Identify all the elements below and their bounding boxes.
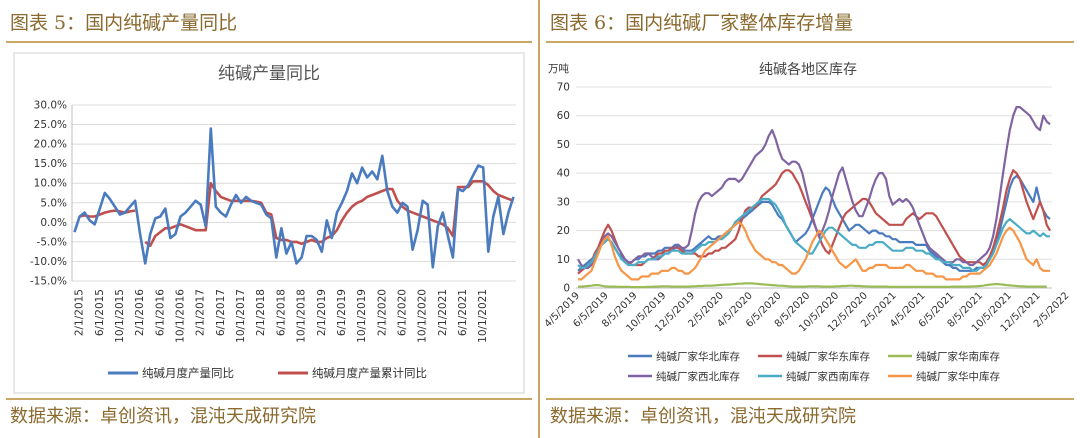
y-axis-unit: 万吨 [548,62,569,75]
series-line [73,127,515,269]
chart-title: 纯碱产量同比 [218,64,320,84]
y-tick-label: 20 [557,225,570,237]
left-source-note: 数据来源：卓创资讯，混沌天成研究院 [10,406,316,427]
legend-label: 纯碱厂家华北库存 [656,350,740,363]
x-tick-label: 10/1/2021 [477,289,489,343]
x-tick-label: 6/1/2017 [215,289,227,336]
x-tick-label: 6/1/2019 [336,289,348,336]
x-tick-label: 10/1/2018 [296,289,308,343]
y-tick-label: 5.0% [40,197,67,209]
production-yoy-chart: 纯碱产量同比 30.0% 25.0% 20.0% 15.0% 10.0% 5.0% 0.0% -… [13,52,525,394]
x-tick-label: 2/1/2017 [195,289,207,336]
y-tick-label: 30 [557,196,570,208]
right-figure-panel: 图表 6：国内纯碱厂家整体库存增量 纯碱各地区库存 万吨 0 10 20 30 40 50 60… [540,0,1080,438]
left-figure-caption: 图表 5：国内纯碱产量同比 [10,12,238,34]
y-tick-label: 40 [557,168,570,180]
x-tick-label: 6/1/2015 [94,289,106,336]
x-tick-label: 2/1/2020 [376,289,388,336]
legend-label: 纯碱厂家华中库存 [916,370,1000,383]
series-line [577,106,1051,269]
left-figure-panel: 图表 5：国内纯碱产量同比 纯碱产量同比 30.0% 25.0% 20.0% 15.0%… [0,0,538,438]
legend-label: 纯碱月度产量累计同比 [312,366,427,380]
y-tick-label: 50 [557,139,570,151]
y-tick-label: 60 [557,110,570,122]
x-tick-label: 10/1/2019 [356,289,368,343]
x-tick-label: 2/1/2015 [74,289,86,336]
x-tick-label: 6/1/2016 [154,289,166,336]
legend-label: 纯碱厂家华南库存 [916,350,1000,363]
y-tick-label: 10 [557,254,570,266]
left-source-rule [6,398,532,400]
series-line [577,197,1050,272]
y-tick-label: -10.0% [30,256,67,268]
left-caption-rule [6,41,532,43]
y-tick-label: 70 [557,82,570,94]
series-line [578,220,1050,281]
y-tick-label: 30.0% [34,100,67,112]
chart-area-frame [13,52,525,394]
series-line [578,282,1047,289]
y-tick-label: 0.0% [40,217,67,229]
legend-label: 纯碱厂家西南库存 [786,370,870,383]
legend-label: 纯碱厂家西北库存 [656,370,740,383]
legend-label: 纯碱月度产量同比 [142,366,234,380]
x-tick-label: 10/1/2020 [417,289,429,343]
y-tick-label: 10.0% [34,178,67,190]
x-tick-label: 6/1/2018 [275,289,287,336]
x-tick-label: 10/1/2017 [235,289,247,343]
chart-title: 纯碱各地区库存 [759,62,857,78]
x-tick-label: 10/1/2016 [174,289,186,343]
x-tick-label: 10/1/2015 [114,289,126,343]
right-caption-rule [546,41,1074,43]
x-tick-label: 2/1/2016 [134,289,146,336]
y-tick-label: -5.0% [37,236,67,248]
regional-inventory-chart: 纯碱各地区库存万吨0102030405060704/5/20196/5/2019… [543,62,1072,383]
x-tick-label: 2/1/2019 [316,289,328,336]
y-tick-label: 15.0% [34,158,67,170]
right-source-note: 数据来源：卓创资讯，混沌天成研究院 [550,406,856,427]
right-figure-caption: 图表 6：国内纯碱厂家整体库存增量 [550,12,854,34]
x-tick-label: 2/1/2018 [255,289,267,336]
x-tick-label: 6/1/2021 [457,289,469,336]
x-tick-label: 2/1/2021 [437,289,449,336]
y-tick-label: 25.0% [34,119,67,131]
x-tick-label: 6/1/2020 [396,289,408,336]
y-tick-label: 0 [563,283,570,295]
right-source-rule [546,398,1074,400]
y-tick-label: -15.0% [30,276,67,288]
y-tick-label: 20.0% [34,139,67,151]
legend-label: 纯碱厂家华东库存 [786,350,870,363]
panel-divider [538,0,540,438]
